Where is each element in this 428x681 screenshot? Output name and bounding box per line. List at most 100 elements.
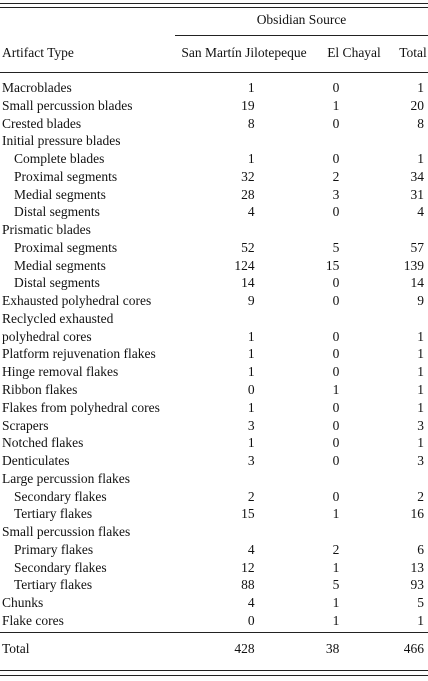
row-label: Proximal segments: [14, 168, 118, 184]
cell: 1: [247, 328, 255, 344]
row-label: Chunks: [2, 595, 44, 611]
row-label: Complete blades: [14, 151, 105, 167]
cell: 3: [417, 453, 424, 469]
table-row: Complete blades 1 0 1: [2, 150, 424, 168]
cell: 0: [332, 399, 340, 415]
cell: 0: [332, 453, 340, 469]
cell: 13: [410, 559, 425, 575]
rule: [0, 7, 428, 8]
cell: 32: [241, 168, 255, 184]
cell: 139: [403, 257, 424, 273]
row-label: Exhausted polyhedral cores: [2, 293, 152, 309]
cell: 0: [247, 612, 255, 628]
cell: 1: [332, 506, 340, 522]
cell: 1: [417, 151, 424, 167]
table-row: Proximal segments 32 2 34: [2, 168, 424, 186]
table-row: Small percussion flakes: [2, 523, 424, 541]
cell: 1: [417, 382, 424, 398]
table-row: Secondary flakes 2 0 2: [2, 488, 424, 506]
cell: 0: [247, 382, 255, 398]
cell: 8: [417, 115, 424, 131]
cell: 5: [417, 595, 424, 611]
cell: [339, 470, 424, 488]
row-label: Scrapers: [2, 417, 49, 433]
table-row: Flake cores 0 1 1: [2, 612, 424, 630]
cell: 6: [417, 541, 424, 557]
row-label: Reclycled exhausted polyhedral cores: [2, 310, 114, 344]
cell: 34: [410, 168, 425, 184]
cell: 1: [247, 151, 255, 167]
table-row: Initial pressure blades: [2, 132, 424, 150]
table-row: Ribbon flakes 0 1 1: [2, 381, 424, 399]
table-body: Macroblades 1 0 1 Small percussion blades 19 1…: [2, 79, 424, 630]
cell: 0: [332, 364, 340, 380]
cell: [170, 523, 255, 541]
row-label: Flake cores: [2, 612, 64, 628]
cell: 0: [332, 80, 340, 95]
row-label: Distal segments: [14, 204, 100, 220]
row-label: Medial segments: [14, 186, 106, 202]
cell: 428: [234, 641, 255, 656]
cell: 4: [417, 204, 424, 220]
row-label: Total: [2, 641, 30, 656]
rule: [0, 670, 428, 671]
table-row: Proximal segments 52 5 57: [2, 239, 424, 257]
cell: 52: [241, 239, 255, 255]
row-label: Hinge removal flakes: [2, 364, 119, 380]
cell: 0: [332, 435, 340, 451]
cell: 1: [332, 97, 340, 113]
table-row: Large percussion flakes: [2, 470, 424, 488]
rule: [175, 35, 428, 36]
cell: [255, 470, 340, 488]
cell: [339, 132, 424, 150]
table-row: Notched flakes 1 0 1: [2, 434, 424, 452]
column-header: El Chayal: [327, 45, 381, 60]
cell: 93: [410, 577, 425, 593]
table-row: Chunks 4 1 5: [2, 594, 424, 612]
cell: 1: [247, 80, 255, 95]
cell: 16: [410, 506, 425, 522]
table-row: Medial segments 124 15 139: [2, 257, 424, 275]
row-label: Denticulates: [2, 453, 70, 469]
cell: 0: [332, 417, 340, 433]
cell: [339, 221, 424, 239]
rule: [0, 632, 428, 633]
row-label: Platform rejuvenation flakes: [2, 346, 156, 362]
cell: 5: [332, 577, 340, 593]
cell: [255, 132, 340, 150]
cell: 1: [247, 435, 255, 451]
table-row: Total 428 38 466: [2, 640, 424, 658]
cell: 0: [332, 115, 340, 131]
cell: 1: [417, 399, 424, 415]
row-label: Notched flakes: [2, 435, 84, 451]
cell: 31: [410, 186, 425, 202]
row-label: Primary flakes: [14, 541, 94, 557]
cell: 1: [417, 435, 424, 451]
group-header: Obsidian Source: [256, 12, 347, 27]
cell: 3: [332, 186, 340, 202]
cell: 124: [234, 257, 255, 273]
cell: 5: [332, 239, 340, 255]
cell: 1: [332, 595, 340, 611]
cell: 0: [332, 204, 340, 220]
cell: [255, 523, 340, 541]
cell: 1: [247, 364, 255, 380]
row-label: Medial segments: [14, 257, 106, 273]
cell: 15: [325, 257, 340, 273]
cell: 0: [332, 488, 340, 504]
cell: 1: [247, 399, 255, 415]
table-row: Reclycled exhausted polyhedral cores 1 0 1: [2, 310, 424, 346]
table-row: Denticulates 3 0 3: [2, 452, 424, 470]
row-label: Ribbon flakes: [2, 382, 78, 398]
table-row: Distal segments 4 0 4: [2, 203, 424, 221]
cell: 1: [417, 364, 424, 380]
cell: 1: [417, 346, 424, 362]
row-label: Small percussion blades: [2, 97, 133, 113]
cell: 0: [332, 328, 340, 344]
cell: [255, 221, 340, 239]
cell: 20: [410, 97, 425, 113]
cell: 2: [332, 541, 340, 557]
column-header: Total: [399, 45, 427, 60]
cell: 4: [247, 541, 255, 557]
